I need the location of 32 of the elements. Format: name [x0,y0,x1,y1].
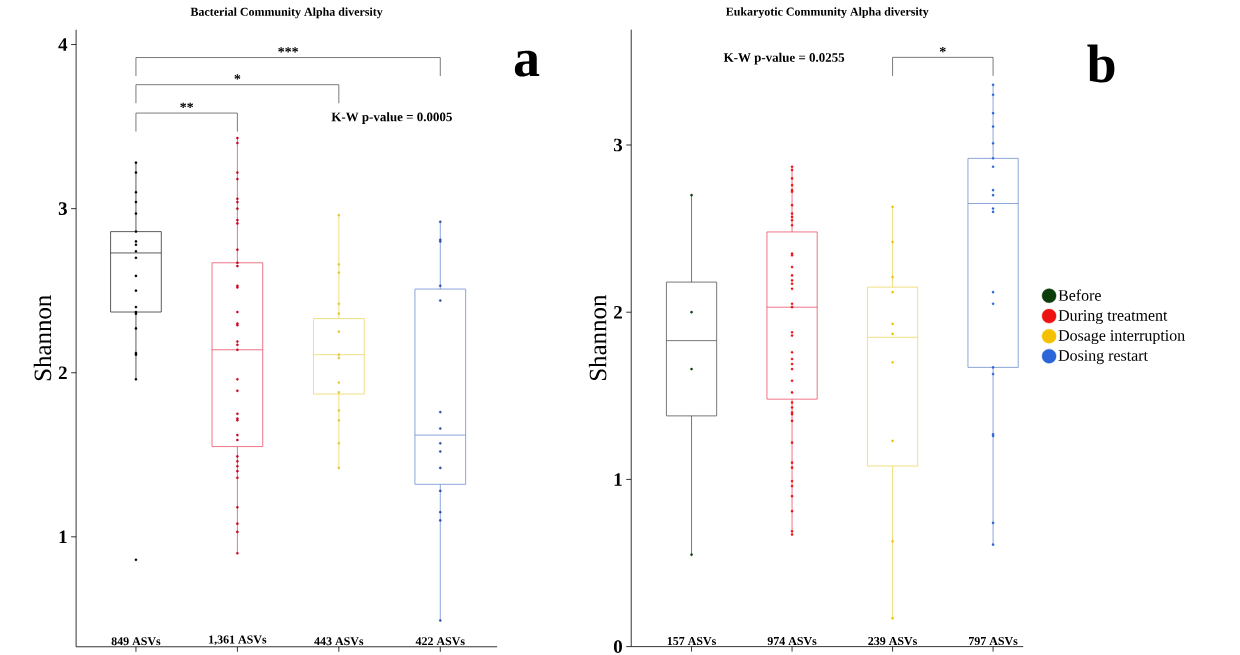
y-axis-title: Shannon [33,295,52,381]
y-tick-label: 2 [58,366,67,380]
chart-title: Eukaryotic Community Alpha diversity [725,7,929,19]
y-axis-title: Shannon [588,294,607,381]
text: b [1087,44,1115,83]
legend-label: Before [1058,289,1101,301]
x-tick-label: 974 ASVs [767,637,817,646]
x-tick-label: 849 ASVs [111,637,161,646]
annotation: * [234,74,241,80]
annotation: K-W p-value = 0.0005 [331,112,452,124]
y-tick-label: 3 [58,202,67,215]
x-tick-label: 1,361 ASVs [209,635,267,646]
legend-label: Dosage interruption [1058,330,1185,345]
chart-title: Bacterial Community Alpha diversity [190,7,383,19]
x-tick-label: 443 ASVs [314,637,364,646]
y-tick-label: 1 [59,530,67,544]
y-tick-label: 4 [58,38,68,51]
text: a [514,50,540,77]
legend-label: Dosing restart [1058,350,1148,365]
x-tick-label: 157 ASVs [667,637,716,646]
y-tick-label: 2 [614,305,622,319]
annotation: K-W p-value = 0.0255 [723,52,845,65]
annotation: * [939,46,946,53]
x-tick-label: 797 ASVs [969,637,1018,646]
annotation: *** [278,47,298,53]
y-tick-label: 3 [613,138,623,152]
y-tick-label: 0 [613,640,622,654]
y-tick-label: 1 [614,473,622,486]
x-tick-label: 422 ASVs [415,637,465,646]
annotation: ** [180,102,194,108]
legend-label: During treatment [1058,310,1168,325]
x-tick-label: 239 ASVs [868,637,917,646]
